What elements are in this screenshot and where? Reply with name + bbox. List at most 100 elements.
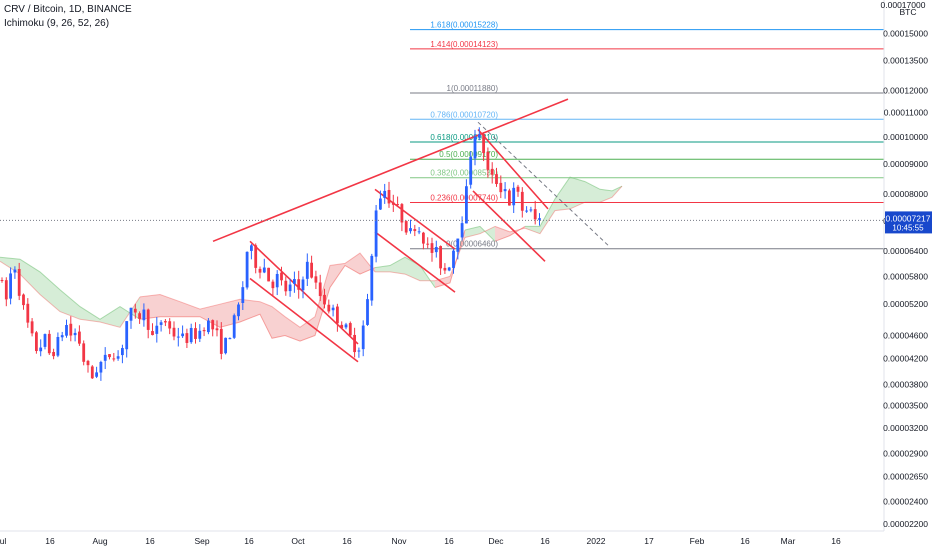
candle-body xyxy=(426,243,430,245)
ichimoku-cloud xyxy=(0,176,623,342)
candle-body xyxy=(396,204,399,206)
candle-body xyxy=(52,351,55,357)
price-tick-label: 0.00004200 xyxy=(883,354,928,364)
time-tick-label: 17 xyxy=(644,536,654,546)
trendline[interactable] xyxy=(477,121,609,246)
price-tick-label: 0.00002900 xyxy=(883,448,928,458)
candle-body xyxy=(383,190,387,198)
senkou-span-a xyxy=(374,256,436,288)
candle-body xyxy=(202,330,206,332)
candle-body xyxy=(121,348,124,356)
candle-body xyxy=(275,273,279,288)
trendline[interactable] xyxy=(249,277,359,363)
candle-body xyxy=(336,306,339,324)
candle-body xyxy=(486,151,490,170)
candle-body xyxy=(176,336,180,338)
candle-body xyxy=(361,325,365,350)
candle-body xyxy=(482,134,485,154)
fib-level-label: 1.618(0.00015228) xyxy=(430,21,498,30)
candle-body xyxy=(443,267,447,271)
candle-body xyxy=(99,361,103,373)
candle-body xyxy=(430,243,434,253)
price-tick-label: 0.00002400 xyxy=(883,497,928,507)
candle-body xyxy=(366,299,369,325)
candle-body xyxy=(413,229,417,232)
cloud-segment xyxy=(525,177,622,234)
fib-level-label: 0.236(0.00007740) xyxy=(430,194,498,203)
candle-body xyxy=(164,321,167,323)
candle-body xyxy=(529,209,533,211)
candle-body xyxy=(43,334,47,347)
candle-body xyxy=(60,335,64,338)
candle-body xyxy=(215,328,219,331)
time-axis-bg xyxy=(0,531,932,550)
candle-body xyxy=(503,189,507,192)
candle-body xyxy=(172,327,176,337)
candle-body xyxy=(189,327,193,343)
candle-body xyxy=(344,324,348,328)
candle-body xyxy=(508,190,511,206)
time-tick-label: 2022 xyxy=(587,536,606,546)
fib-retracement[interactable]: 1.618(0.00015228) 1.414(0.00014123) 1(0.00… xyxy=(410,21,884,250)
candle-body xyxy=(13,269,17,273)
candle-body xyxy=(323,294,326,305)
price-tag-bg xyxy=(885,211,932,234)
candle-body xyxy=(456,238,460,252)
candle-body xyxy=(116,356,120,359)
candle-body xyxy=(280,272,283,281)
candle-body xyxy=(353,334,356,353)
time-tick-label: 16 xyxy=(740,536,750,546)
candle-body xyxy=(314,276,318,283)
trendline[interactable] xyxy=(249,240,359,345)
candle-body xyxy=(370,255,374,301)
time-tick-label: Feb xyxy=(690,536,705,546)
candle-body xyxy=(39,347,43,352)
price-tick-label: 0.00009000 xyxy=(883,159,928,169)
trendline[interactable] xyxy=(374,231,456,293)
candle-body xyxy=(434,246,438,253)
candle-body xyxy=(142,309,146,321)
candle-body xyxy=(138,313,141,319)
candle-body xyxy=(151,331,154,336)
senkou-span-a xyxy=(434,229,466,288)
time-tick-label: 16 xyxy=(145,536,155,546)
price-tick-label: 0.00005200 xyxy=(883,299,928,309)
fib-level-label: 0.786(0.00010720) xyxy=(430,110,498,119)
candle-body xyxy=(460,223,464,238)
trendline[interactable] xyxy=(477,128,549,210)
indicator-label[interactable]: Ichimoku (9, 26, 52, 26) xyxy=(4,18,110,29)
time-tick-label: Aug xyxy=(92,536,107,546)
trendline[interactable] xyxy=(212,98,569,243)
time-tick-label: Oct xyxy=(291,536,305,546)
candles xyxy=(0,127,541,381)
fib-level-label: 0(0.00006460) xyxy=(446,240,498,249)
price-tick-label: 0.00013500 xyxy=(883,55,928,65)
candle-body xyxy=(267,267,270,282)
time-tick-label: 16 xyxy=(831,536,841,546)
price-tick-label: 0.00003800 xyxy=(883,379,928,389)
candle-body xyxy=(490,168,494,175)
candle-body xyxy=(525,210,528,212)
candle-body xyxy=(452,250,455,268)
candle-body xyxy=(379,198,382,210)
price-axis[interactable]: 0.00017000 BTC 0.00015000 0.00013500 0.000… xyxy=(881,0,932,531)
time-tick-label: 16 xyxy=(244,536,254,546)
candle-body xyxy=(73,332,77,336)
candle-body xyxy=(404,221,408,233)
candle-body xyxy=(520,191,524,211)
cloud-segment xyxy=(435,230,465,288)
candle-body xyxy=(129,307,133,321)
trendline[interactable] xyxy=(472,190,546,262)
price-axis-bg xyxy=(884,0,932,531)
time-axis[interactable]: ul 16 Aug 16 Sep 16 Oct 16 Nov 16 Dec 16 2022 17 Feb 16… xyxy=(0,530,932,550)
candle-body xyxy=(473,136,477,159)
senkou-span-a xyxy=(525,176,623,227)
candle-body xyxy=(297,279,301,290)
senkou-span-b xyxy=(494,225,526,233)
candle-body xyxy=(211,320,215,330)
fib-level-label: 0.5(0.00009170) xyxy=(439,150,498,159)
symbol-title[interactable]: CRV / Bitcoin, 1D, BINANCE xyxy=(4,4,132,15)
candle-body xyxy=(181,333,184,337)
